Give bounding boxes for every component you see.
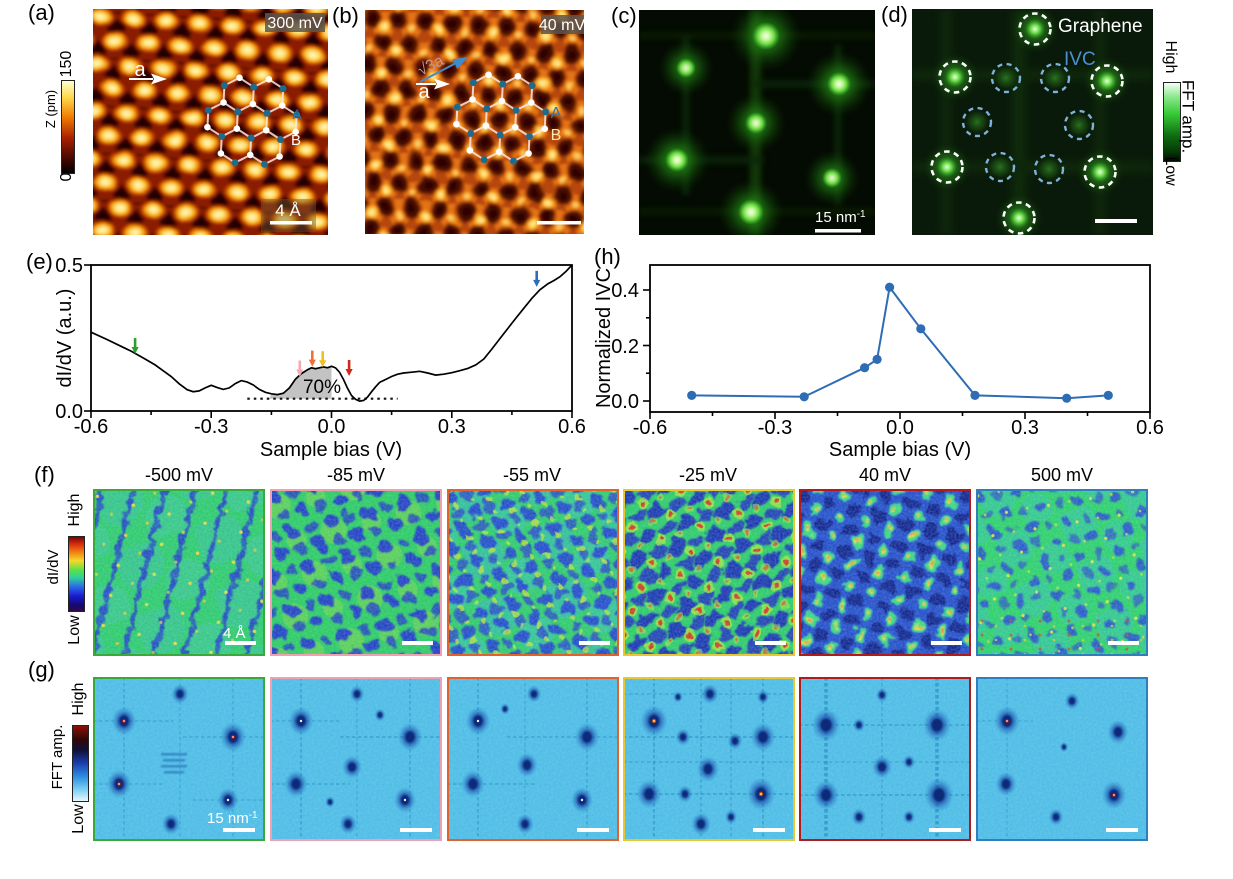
svg-text:IVC: IVC <box>1064 49 1096 70</box>
svg-text:Sample bias (V): Sample bias (V) <box>829 439 971 460</box>
svg-text:0.0: 0.0 <box>318 416 346 438</box>
svg-text:0.6: 0.6 <box>558 416 586 438</box>
svg-text:Sample bias (V): Sample bias (V) <box>260 439 402 460</box>
svg-text:15 nm-1: 15 nm-1 <box>815 209 866 226</box>
svg-text:B: B <box>551 127 562 144</box>
svg-text:0.0: 0.0 <box>886 417 914 439</box>
svg-text:0.0: 0.0 <box>611 391 639 413</box>
svg-text:a: a <box>418 81 430 103</box>
svg-text:B: B <box>291 132 301 149</box>
svg-text:70%: 70% <box>303 377 341 398</box>
svg-text:40 mV: 40 mV <box>539 17 584 34</box>
svg-text:4 Å: 4 Å <box>275 201 301 220</box>
svg-text:0.3: 0.3 <box>1011 417 1039 439</box>
svg-text:4 Å: 4 Å <box>223 625 246 642</box>
svg-text:0.0: 0.0 <box>55 401 83 423</box>
svg-text:-0.6: -0.6 <box>633 417 667 439</box>
svg-text:A: A <box>292 106 302 122</box>
svg-text:-0.3: -0.3 <box>194 416 228 438</box>
svg-text:0.3: 0.3 <box>438 416 466 438</box>
svg-text:Normalized IVC: Normalized IVC <box>595 268 615 408</box>
svg-text:300 mV: 300 mV <box>267 15 322 32</box>
svg-text:0.2: 0.2 <box>611 336 639 358</box>
svg-text:15 nm-1: 15 nm-1 <box>207 810 258 827</box>
svg-text:0.5: 0.5 <box>55 255 83 277</box>
svg-text:Graphene: Graphene <box>1058 16 1143 37</box>
svg-text:-0.3: -0.3 <box>758 417 792 439</box>
svg-text:0.4: 0.4 <box>611 280 639 302</box>
svg-text:0.6: 0.6 <box>1136 417 1164 439</box>
svg-text:A: A <box>551 105 562 122</box>
svg-text:-0.6: -0.6 <box>74 416 108 438</box>
svg-text:a: a <box>134 59 146 81</box>
svg-text:dI/dV (a.u.): dI/dV (a.u.) <box>55 289 76 388</box>
